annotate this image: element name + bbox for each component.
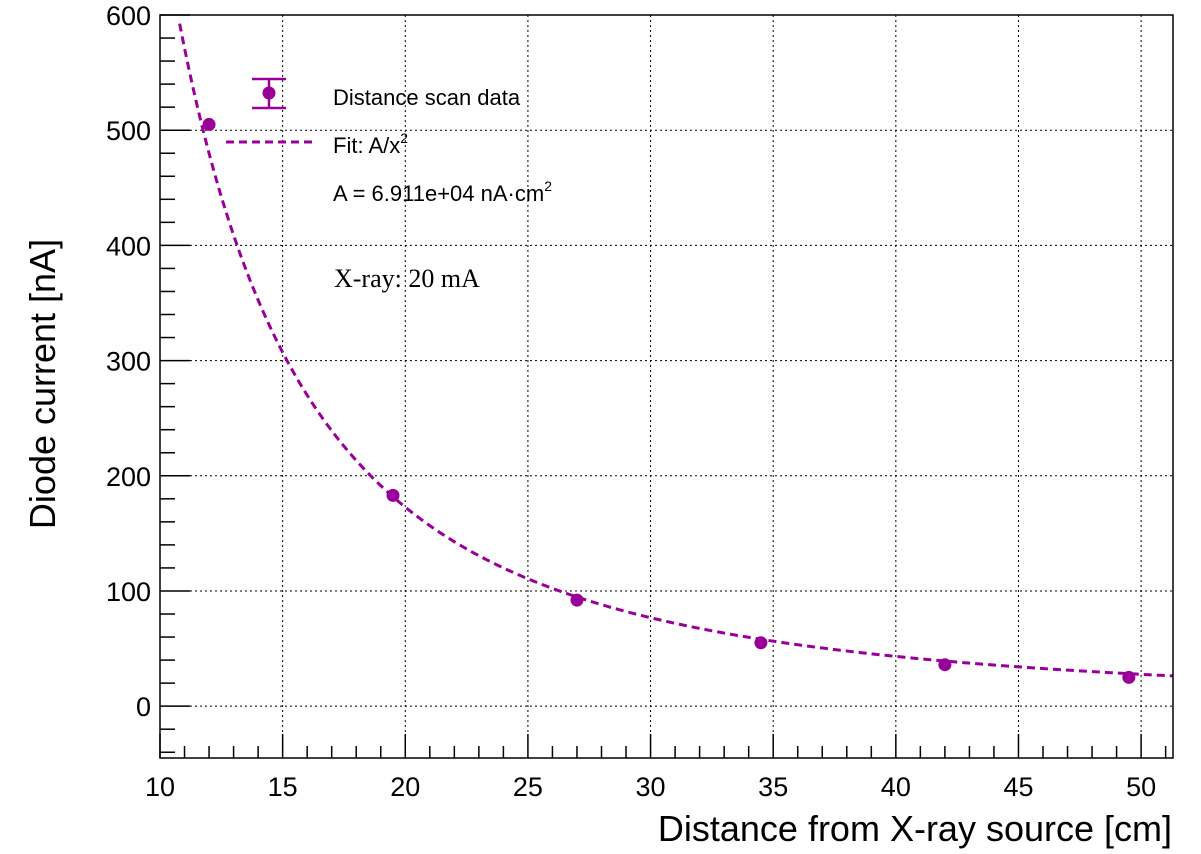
y-tick-labels: 0 100 200 300 400 500 600 xyxy=(106,1,151,722)
fit-curve xyxy=(178,23,1174,678)
y-tick-label: 0 xyxy=(136,692,151,722)
legend-label-data: Distance scan data xyxy=(333,85,521,110)
xray-current-annotation: X-ray: 20 mA xyxy=(334,264,480,293)
legend-label-fit: Fit: A/x2 xyxy=(333,130,408,158)
x-tick-label: 50 xyxy=(1126,772,1156,802)
data-point xyxy=(386,488,400,502)
x-tick-label: 25 xyxy=(513,772,543,802)
data-point xyxy=(570,593,584,607)
y-tick-label: 500 xyxy=(106,116,151,146)
data-point xyxy=(1122,670,1136,684)
x-tick-label: 35 xyxy=(758,772,788,802)
y-tick-label: 100 xyxy=(106,577,151,607)
x-tick-label: 45 xyxy=(1003,772,1033,802)
x-tick-label: 10 xyxy=(145,772,175,802)
legend: Distance scan data Fit: A/x2 A = 6.911e+… xyxy=(226,77,552,206)
x-tick-labels: 10 15 20 25 30 35 40 45 50 xyxy=(145,772,1156,802)
y-tick-label: 200 xyxy=(106,462,151,492)
y-tick-label: 300 xyxy=(106,347,151,377)
plot-frame xyxy=(159,14,1174,759)
data-points-layer xyxy=(202,117,1136,684)
fit-curve-layer xyxy=(178,23,1174,678)
legend-marker-data xyxy=(252,77,286,110)
data-point xyxy=(754,636,768,650)
y-tick-label: 600 xyxy=(106,1,151,31)
x-tick-label: 20 xyxy=(390,772,420,802)
data-point xyxy=(202,117,216,131)
axis-ticks xyxy=(159,14,1167,758)
x-axis-label: Distance from X-ray source [cm] xyxy=(658,808,1172,849)
grid-lines xyxy=(160,15,1173,758)
data-point xyxy=(938,658,952,672)
x-tick-label: 15 xyxy=(268,772,298,802)
x-tick-label: 40 xyxy=(881,772,911,802)
y-axis-label: Diode current [nA] xyxy=(22,239,63,529)
x-tick-label: 30 xyxy=(636,772,666,802)
fit-parameter-text: A = 6.911e+04 nA·cm2 xyxy=(333,178,552,206)
y-tick-label: 400 xyxy=(106,231,151,261)
